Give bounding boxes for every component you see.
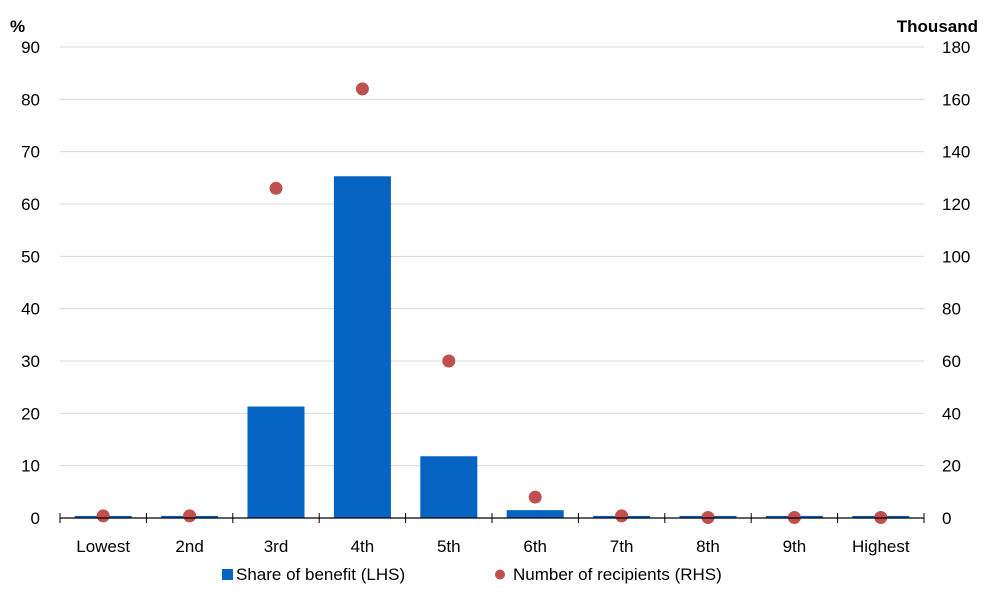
bar-series [74, 176, 910, 518]
category-label: 5th [437, 537, 461, 556]
bar [333, 176, 391, 518]
category-label: Highest [852, 537, 910, 556]
right-tick-label: 40 [942, 404, 961, 423]
data-point [96, 509, 110, 523]
category-label: 3rd [264, 537, 289, 556]
left-tick-label: 90 [21, 38, 40, 57]
category-label: Lowest [76, 537, 130, 556]
left-tick-label: 40 [21, 300, 40, 319]
legend-swatch-point [495, 569, 505, 580]
legend-swatch-bar [222, 569, 233, 580]
left-tick-label: 50 [21, 247, 40, 266]
bar [420, 456, 478, 518]
data-point [615, 509, 629, 523]
bar [247, 406, 305, 518]
data-point [183, 509, 197, 523]
right-tick-label: 80 [942, 300, 961, 319]
legend-label-bar: Share of benefit (LHS) [236, 565, 405, 584]
right-tick-label: 120 [942, 195, 970, 214]
data-point [442, 354, 456, 368]
right-tick-label: 100 [942, 247, 970, 266]
category-label: 4th [351, 537, 375, 556]
category-label: 6th [523, 537, 547, 556]
left-axis-ticks: 0 10 20 30 40 50 60 70 80 90 [21, 38, 40, 528]
left-tick-label: 80 [21, 90, 40, 109]
data-point [269, 181, 283, 195]
category-label: 9th [783, 537, 807, 556]
legend: Share of benefit (LHS) Number of recipien… [222, 565, 722, 584]
right-tick-label: 180 [942, 38, 970, 57]
left-tick-label: 20 [21, 404, 40, 423]
left-tick-label: 10 [21, 457, 40, 476]
left-tick-label: 30 [21, 352, 40, 371]
category-label: 8th [696, 537, 720, 556]
data-point [355, 82, 369, 96]
gridlines [60, 46, 924, 467]
right-tick-label: 140 [942, 143, 970, 162]
bar [506, 510, 564, 518]
category-label: 2nd [175, 537, 203, 556]
legend-label-point: Number of recipients (RHS) [513, 565, 722, 584]
left-axis-unit: % [10, 17, 25, 36]
right-tick-label: 20 [942, 457, 961, 476]
right-axis-ticks: 0 20 40 60 80 100 120 140 160 180 [942, 38, 970, 528]
right-tick-label: 0 [942, 509, 951, 528]
left-tick-label: 70 [21, 143, 40, 162]
right-axis-unit: Thousand [897, 17, 978, 36]
right-tick-label: 60 [942, 352, 961, 371]
left-tick-label: 60 [21, 195, 40, 214]
right-tick-label: 160 [942, 90, 970, 109]
axes [59, 513, 925, 523]
left-tick-label: 0 [31, 509, 40, 528]
data-point [528, 490, 542, 504]
category-label: 7th [610, 537, 634, 556]
category-labels: Lowest 2nd 3rd 4th 5th 6th 7th 8th 9th Highest [76, 537, 910, 556]
point-series [96, 82, 888, 524]
